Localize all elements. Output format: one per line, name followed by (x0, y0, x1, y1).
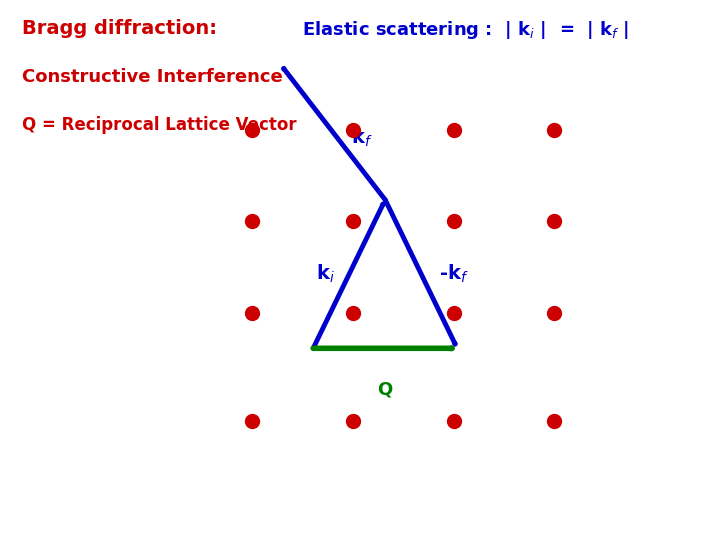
Text: Constructive Interference: Constructive Interference (22, 68, 282, 85)
Text: Bragg diffraction:: Bragg diffraction: (22, 19, 217, 38)
Text: Q: Q (377, 381, 393, 399)
Text: k$_i$: k$_i$ (316, 263, 335, 285)
Text: Q = Reciprocal Lattice Vector: Q = Reciprocal Lattice Vector (22, 116, 296, 134)
Text: k$_f$: k$_f$ (351, 126, 373, 149)
Text: -k$_f$: -k$_f$ (439, 263, 469, 285)
Text: Elastic scattering :  | k$_i$ |  =  | k$_f$ |: Elastic scattering : | k$_i$ | = | k$_f$… (302, 19, 629, 41)
